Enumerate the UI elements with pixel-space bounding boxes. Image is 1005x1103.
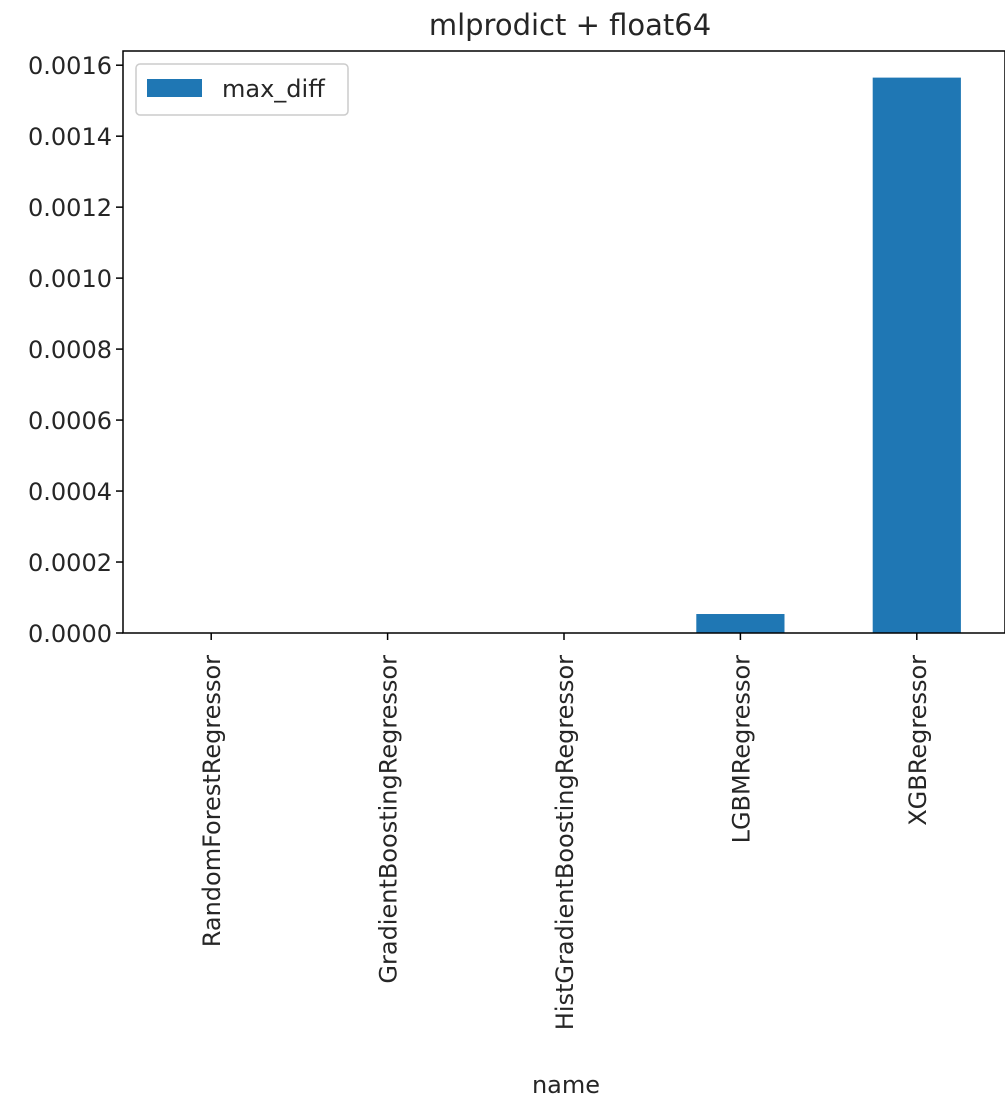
x-tick-label: RandomForestRegressor	[198, 655, 226, 947]
bar-XGBRegressor	[872, 77, 961, 634]
legend-box	[135, 63, 349, 116]
y-axis-ticks: 0.0000 0.0002 0.0004 0.0006 0.0008 0.0010 0.00…	[28, 52, 123, 648]
y-tick-label: 0.0006	[28, 407, 112, 435]
y-tick-label: 0.0002	[28, 549, 112, 577]
x-tick-label: XGBRegressor	[904, 655, 932, 826]
x-tick-label: HistGradientBoostingRegressor	[551, 655, 579, 1030]
x-axis-ticks: RandomForestRegressor GradientBoostingReg…	[198, 633, 932, 1030]
x-axis-label: name	[532, 1071, 600, 1099]
y-tick-label: 0.0004	[28, 478, 112, 506]
y-tick-label: 0.0008	[28, 336, 112, 364]
y-tick-label: 0.0014	[28, 123, 112, 151]
legend-swatch	[147, 79, 202, 97]
bars-layer	[696, 77, 961, 634]
bar-LGBMRegressor	[696, 614, 785, 633]
x-tick-label: GradientBoostingRegressor	[375, 655, 403, 984]
x-tick-label: LGBMRegressor	[727, 655, 755, 844]
y-tick-label: 0.0000	[28, 620, 112, 648]
y-tick-label: 0.0010	[28, 265, 112, 293]
y-tick-label: 0.0012	[28, 194, 112, 222]
legend-label: max_diff	[222, 75, 325, 103]
legend: max_diff	[135, 63, 349, 116]
plot-area-frame	[122, 50, 1005, 634]
y-tick-label: 0.0016	[28, 52, 112, 80]
chart-title: mlprodict + float64	[429, 8, 711, 42]
